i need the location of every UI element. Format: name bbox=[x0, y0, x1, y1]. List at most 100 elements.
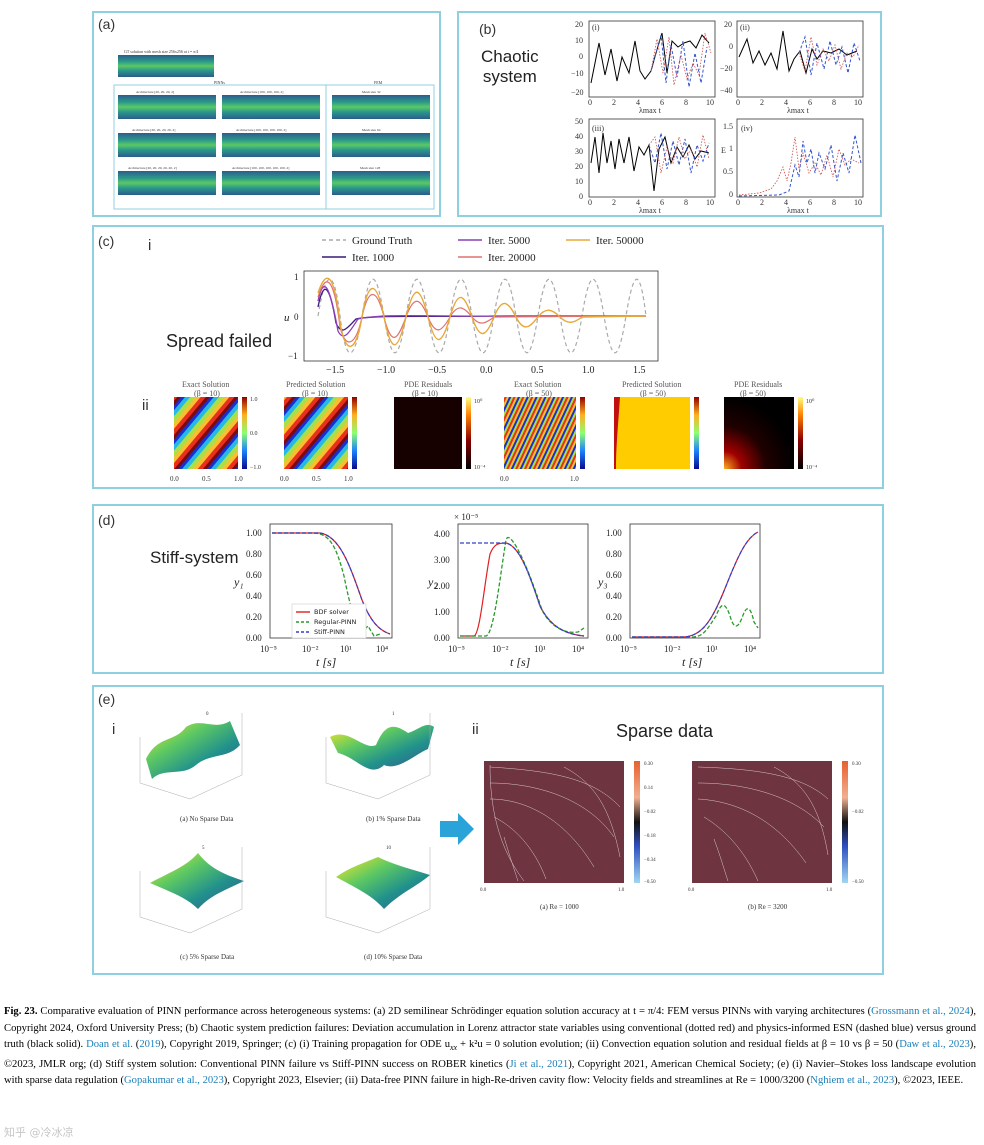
ode-xtick-5: 1.0 bbox=[582, 365, 595, 376]
ytick-b-iv-0: 1.5 bbox=[723, 122, 733, 131]
y3-x3: 10⁴ bbox=[744, 644, 756, 654]
res6-t4: 10⁻⁴ bbox=[806, 465, 817, 471]
plot-y3: y₃ 1.00 0.80 0.60 0.40 0.20 0.00 10⁻⁵ 10… bbox=[597, 523, 761, 669]
panel-b-heading-line1: Chaotic bbox=[481, 47, 539, 66]
ytick-b-iv-1: 1 bbox=[729, 144, 733, 153]
legend-d: BDF solver Regular-PINN Stiff-PINN bbox=[291, 603, 367, 639]
panel-e-label: (e) bbox=[98, 691, 116, 707]
y2-xlabel: t [s] bbox=[510, 655, 531, 669]
flow2-x5: 1.0 bbox=[826, 888, 833, 893]
series-b-iii-truth bbox=[590, 132, 710, 192]
flow2-x0: 0.0 bbox=[688, 888, 695, 893]
ytick-b-iii-3: 20 bbox=[575, 162, 583, 171]
y2-t4: 0.00 bbox=[434, 633, 450, 643]
xtick-b-iii-1: 2 bbox=[612, 198, 616, 207]
ode-xtick-2: −0.5 bbox=[428, 365, 446, 376]
caption-ref3[interactable]: Daw et al., 2023 bbox=[899, 1039, 970, 1051]
xtick-b-i-5: 10 bbox=[706, 98, 714, 107]
surface-1-box bbox=[325, 713, 431, 800]
heatmap-row: Exact Solution (β = 10) 0.0 0.5 1.0 1.0 … bbox=[170, 380, 817, 483]
cbar-1-t1: 0.0 bbox=[250, 431, 258, 437]
axes-y3 bbox=[629, 523, 761, 639]
ytick-b-iii-0: 50 bbox=[575, 117, 583, 126]
pinn-title-2: Architecture [100, 100, 100, 2] bbox=[240, 90, 283, 95]
pinn-title-3: Architecture [20, 20, 20, 20, 2] bbox=[132, 128, 175, 133]
caption-part2: ), Copyright 2024, Oxford University Pre… bbox=[4, 1006, 976, 1051]
ytick-b-iii-5: 0 bbox=[579, 192, 583, 201]
heat-x-1c: 1.0 bbox=[234, 475, 243, 483]
panel-c-label: (c) bbox=[98, 233, 115, 249]
y3-x2: 10¹ bbox=[706, 644, 718, 654]
series-iter5000 bbox=[317, 286, 646, 337]
caption-ref4[interactable]: Ji et al., 2021 bbox=[509, 1058, 569, 1070]
heatmap-exact-b50 bbox=[504, 397, 576, 469]
heat-sub-1: (β = 10) bbox=[194, 389, 220, 398]
res-t0: 10⁰ bbox=[474, 398, 483, 405]
y1-t3: 0.40 bbox=[246, 591, 262, 601]
flow-re1000-cbar bbox=[634, 761, 640, 883]
caption-part3: ), Copyright 2019, Springer; (c) (i) Tra… bbox=[160, 1039, 451, 1051]
y1-x0: 10⁻⁵ bbox=[260, 644, 277, 654]
caption-ref2b[interactable]: 2019 bbox=[139, 1039, 161, 1051]
series-iter50000 bbox=[317, 277, 647, 347]
xlabel-b-i: λmax t bbox=[639, 106, 662, 115]
y2-x2: 10¹ bbox=[534, 644, 546, 654]
caption-paren: ( bbox=[132, 1039, 140, 1051]
label-b-iv: (iv) bbox=[741, 124, 753, 133]
pinn-title-1: Architecture [20, 20, 20, 2] bbox=[136, 90, 174, 95]
fem-maps: Mesh size 32 Mesh size 64 Mesh size 128 bbox=[332, 90, 430, 195]
legend-iter5000: Iter. 5000 bbox=[488, 235, 531, 247]
panel-a: (a) GT solution with mesh size 256x256 a… bbox=[92, 11, 441, 217]
cbar-5 bbox=[694, 397, 699, 469]
panel-a-figure: GT solution with mesh size 256x256 at t … bbox=[113, 49, 435, 210]
flow1-cb0: 0.30 bbox=[644, 762, 653, 767]
ode-training-plot: u 1 0 −1 −1.5 −1.0 −0.5 0.0 0.5 1.0 1.5 bbox=[284, 270, 659, 376]
panel-d-label: (d) bbox=[98, 512, 116, 528]
fem-title-1: Mesh size 32 bbox=[362, 90, 381, 94]
surface-0: 0 (a) No Sparse Data bbox=[139, 712, 243, 823]
heat-sub-4: (β = 50) bbox=[526, 389, 552, 398]
xtick-b-ii-5: 10 bbox=[854, 98, 862, 107]
surface-1-mesh bbox=[330, 724, 434, 770]
pinns-label: PINNs bbox=[214, 80, 225, 85]
pinn-map-4 bbox=[222, 133, 320, 157]
heat-title-6: PDE Residuals bbox=[734, 380, 782, 389]
plot-y2: × 10⁻⁵ y₂ 4.00 3.00 2.00 1.00 0.00 10⁻⁵ … bbox=[427, 512, 589, 669]
caption-ref2a[interactable]: Doan et al. bbox=[86, 1039, 133, 1051]
panel-b-heading-line2: system bbox=[482, 67, 537, 86]
axes-y2 bbox=[457, 523, 589, 639]
y1-t1: 0.80 bbox=[246, 549, 262, 559]
y3-t5: 0.00 bbox=[606, 633, 622, 643]
series-b-i-conv bbox=[650, 32, 712, 86]
y2-regular-pinn bbox=[460, 536, 585, 637]
y3-t2: 0.60 bbox=[606, 570, 622, 580]
flow1-cb3: −0.18 bbox=[644, 834, 656, 839]
heat-x-4: 0.0 bbox=[500, 475, 509, 483]
flow1-cb4: −0.34 bbox=[644, 858, 656, 863]
caption-ref6[interactable]: Nghiem et al., 2023 bbox=[810, 1075, 895, 1087]
ytick-b-ii-3: −40 bbox=[720, 86, 733, 95]
label-b-iii: (iii) bbox=[592, 124, 604, 133]
caption-ref1[interactable]: Grossmann et al., 2024 bbox=[871, 1006, 970, 1017]
y3-t4: 0.20 bbox=[606, 612, 622, 622]
y2-x0: 10⁻⁵ bbox=[448, 644, 465, 654]
heat-title-3: PDE Residuals bbox=[404, 380, 452, 389]
fem-title-3: Mesh size 128 bbox=[360, 166, 380, 170]
panel-d-figure: y₁ 1.00 0.80 0.60 0.40 0.20 0.00 10⁻⁵ 10… bbox=[233, 512, 761, 669]
ode-xtick-6: 1.5 bbox=[633, 365, 646, 376]
ode-ytick-1: 0 bbox=[294, 312, 299, 322]
caption-sub-xx: xx bbox=[450, 1043, 458, 1053]
heatmap-residual-b10 bbox=[394, 397, 462, 469]
caption-ref5[interactable]: Gopakumar et al., 2023 bbox=[124, 1075, 224, 1087]
heatmap-exact-b10 bbox=[174, 397, 238, 469]
xtick-b-iii-2: 4 bbox=[636, 198, 640, 207]
ode-ylabel: u bbox=[284, 312, 290, 324]
surface-1-cap: (b) 1% Sparse Data bbox=[366, 815, 422, 823]
flow-re3200: 0.30 −0.02 −0.50 0.0 1.0 (b) Re = 3200 bbox=[688, 761, 864, 911]
heatmap-predicted-b10 bbox=[284, 397, 348, 469]
xtick-b-iv-0: 0 bbox=[736, 198, 740, 207]
y2-t1: 3.00 bbox=[434, 555, 450, 565]
fem-map-2 bbox=[332, 133, 430, 157]
ode-axes bbox=[303, 270, 659, 362]
legend-ground-truth: Ground Truth bbox=[352, 235, 413, 247]
